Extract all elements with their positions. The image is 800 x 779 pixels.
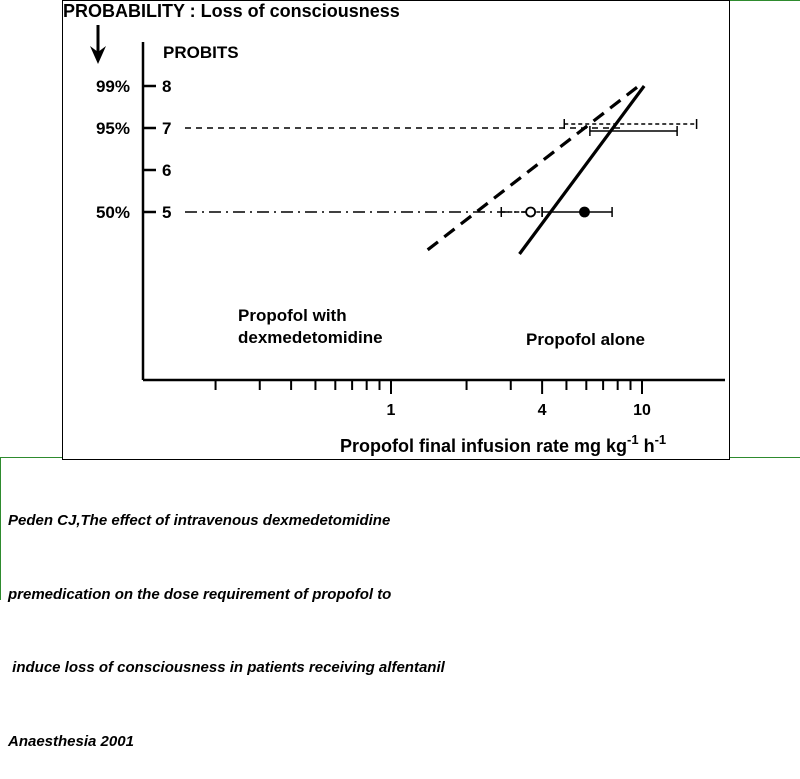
x-axis-label-sup1: -1 (627, 432, 639, 447)
ed50-marker-1 (525, 206, 537, 218)
x-axis-label: Propofol final infusion rate mg kg-1 h-1 (340, 432, 666, 456)
citation-line-4: Anaesthesia 2001 (8, 732, 134, 750)
y-tick-label-8: 8 (162, 77, 171, 96)
reference-lines (185, 127, 622, 213)
y-percent-label-7: 95% (96, 119, 130, 138)
y-tick-label-7: 7 (162, 119, 171, 138)
citation-line-3: induce loss of consciousness in patients… (8, 659, 445, 676)
citation: Peden CJ,The effect of intravenous dexme… (8, 460, 608, 779)
series-line-0 (518, 85, 646, 255)
x-axis-label-main: Propofol final infusion rate mg kg (340, 436, 627, 456)
y-tick-label-5: 5 (162, 203, 171, 222)
error-bars (500, 119, 698, 218)
y-ticks: 5 50% 6 7 95% 8 99% (96, 77, 172, 222)
ed50-marker-0 (579, 206, 590, 218)
x-axis-label-sup2: -1 (655, 432, 667, 447)
slide-rule-left (0, 457, 1, 600)
y-tick-label-6: 6 (162, 161, 171, 180)
chart-title: PROBABILITY : Loss of consciousness (63, 1, 400, 21)
citation-line-1: Peden CJ,The effect of intravenous dexme… (8, 512, 391, 529)
annotation-dexmedetomidine-line2: dexmedetomidine (238, 328, 383, 347)
x-tick-label-4: 4 (538, 402, 547, 419)
y-percent-label-5: 50% (96, 203, 130, 222)
series-line-1 (426, 84, 640, 252)
citation-line-2: premedication on the dose requirement of… (8, 585, 392, 603)
arrow-down-icon (90, 25, 106, 64)
probit-chart: PROBABILITY : Loss of consciousness PROB… (63, 1, 725, 456)
annotation-dexmedetomidine-line1: Propofol with (238, 306, 347, 325)
x-ticks: 1 4 10 (214, 380, 651, 419)
x-tick-label-1: 1 (387, 402, 396, 419)
x-tick-label-10: 10 (633, 402, 651, 419)
series-lines (426, 84, 646, 255)
x-axis-label-h: h (639, 436, 655, 456)
y-percent-label-8: 99% (96, 77, 130, 96)
y-axis-label: PROBITS (163, 43, 239, 62)
slide-rule-top (730, 0, 800, 1)
annotation-propofol-alone: Propofol alone (526, 330, 645, 349)
